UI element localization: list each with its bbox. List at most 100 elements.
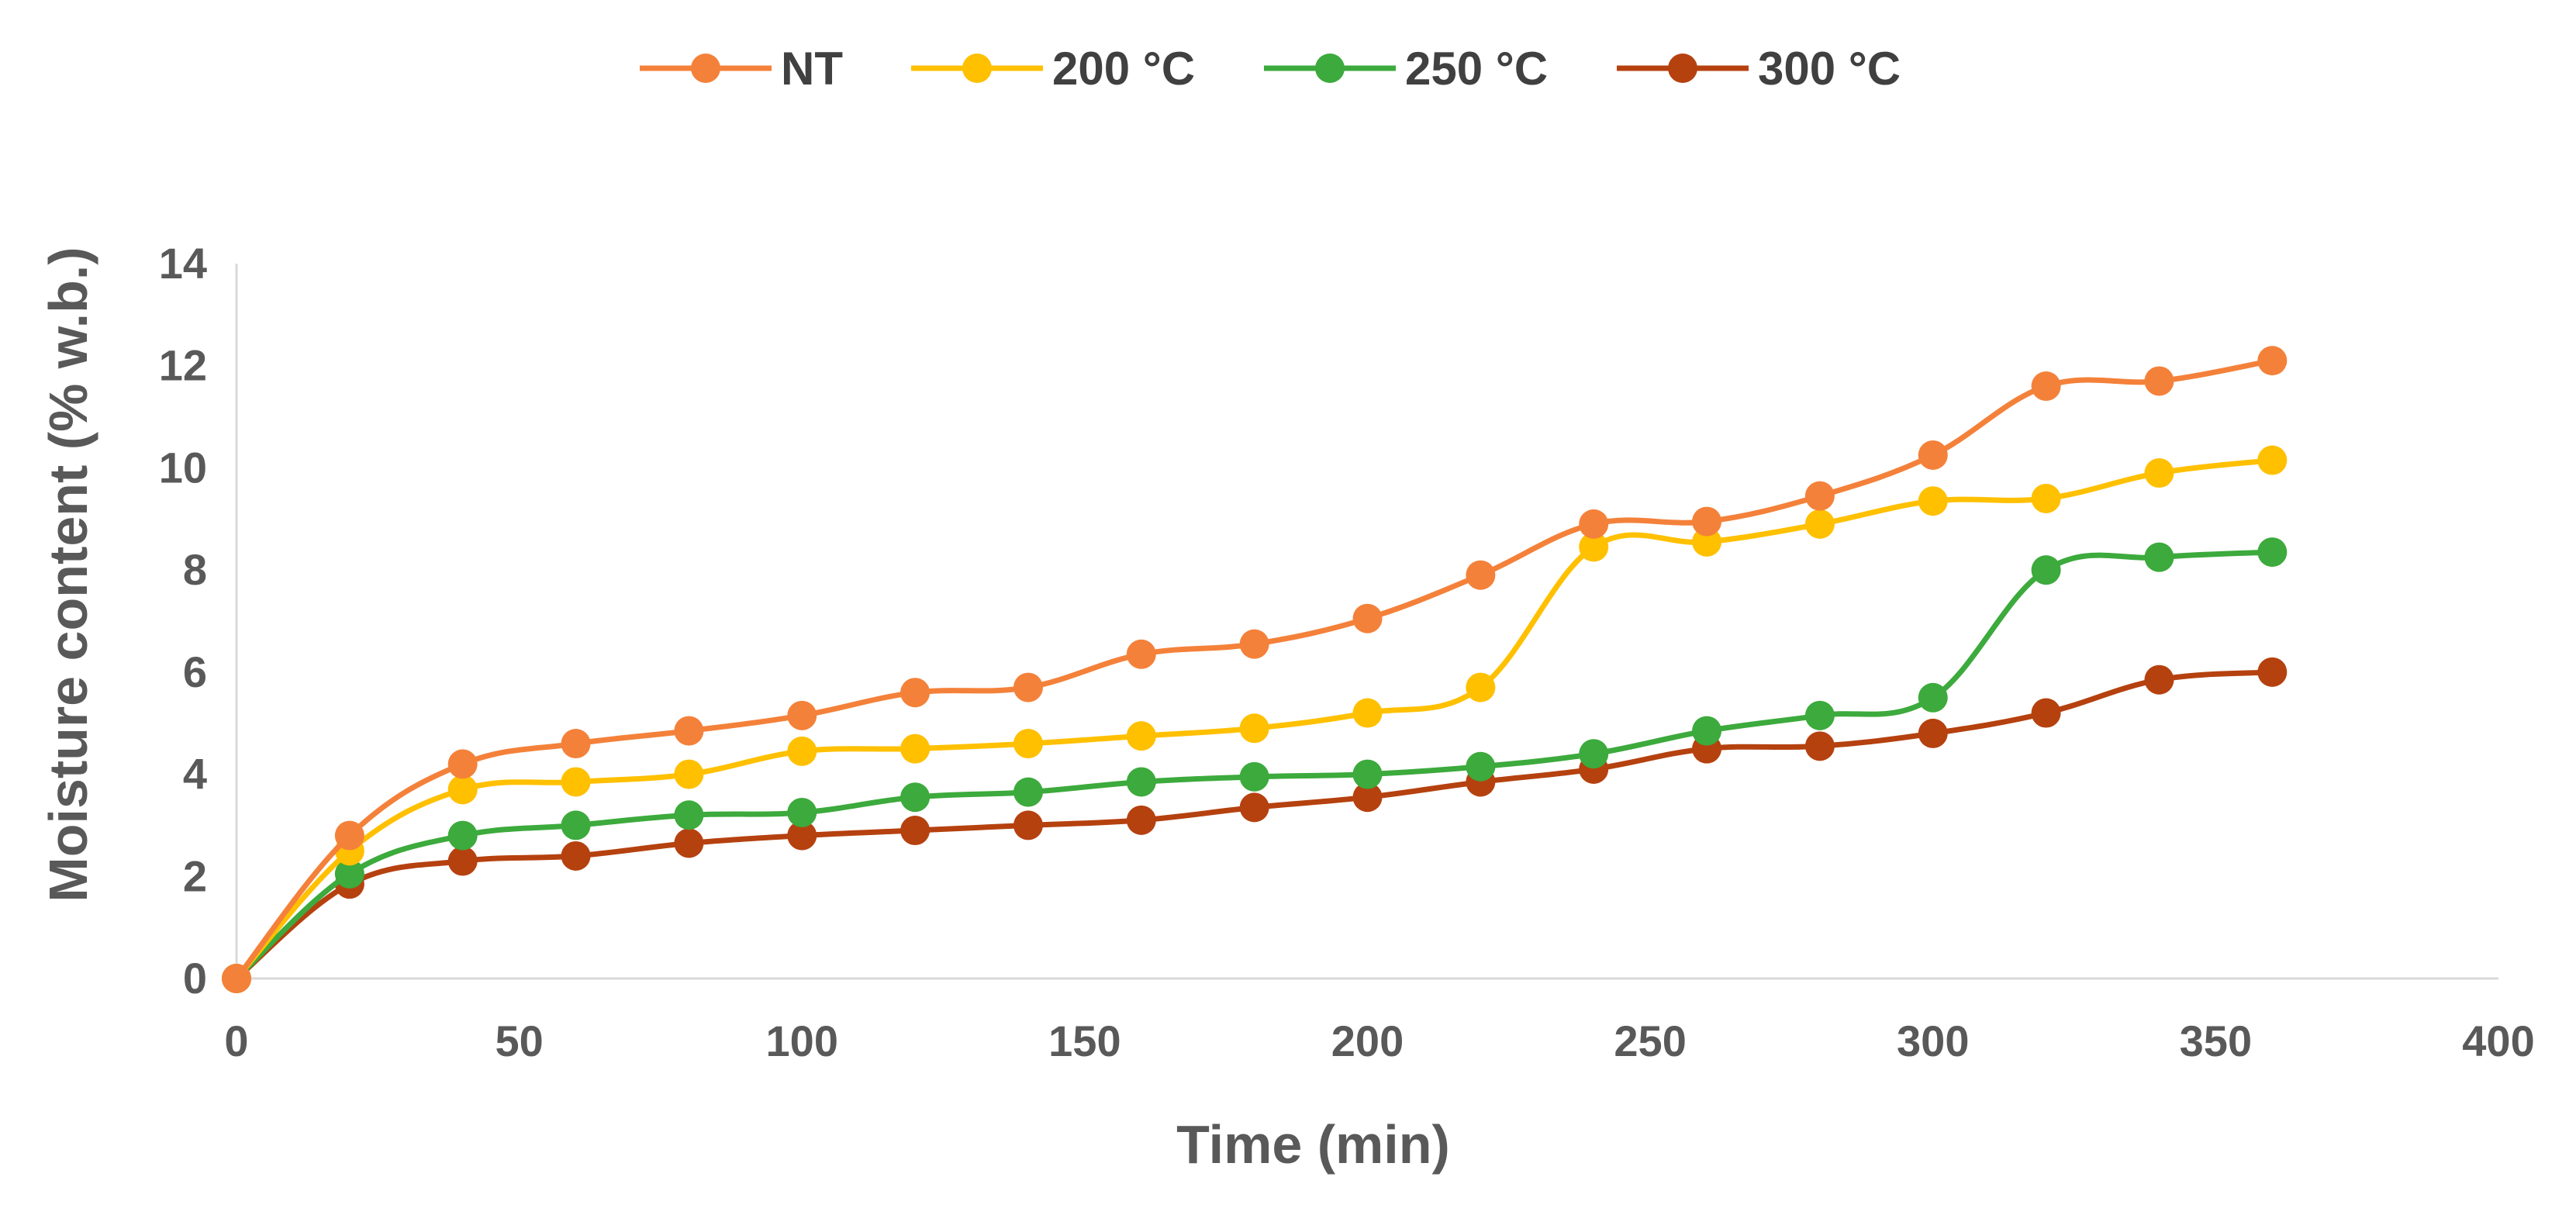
data-point-250-c — [2031, 555, 2061, 585]
data-point-300-c — [561, 840, 591, 871]
data-point-200-c — [1352, 698, 1383, 728]
data-point-nt — [447, 749, 478, 779]
data-point-200-c — [1466, 672, 1496, 702]
y-tick-label: 8 — [183, 545, 207, 594]
x-tick-label: 400 — [2462, 1016, 2534, 1065]
data-point-nt — [1692, 506, 1722, 537]
y-axis-title: Moisture content (% w.b.) — [38, 247, 98, 902]
data-point-250-c — [2144, 542, 2174, 572]
data-point-200-c — [561, 767, 591, 797]
data-point-300-c — [1126, 805, 1156, 835]
data-point-300-c — [447, 846, 478, 876]
legend-label: NT — [781, 43, 843, 95]
data-point-200-c — [2031, 483, 2061, 513]
x-tick-label: 350 — [2180, 1016, 2252, 1065]
data-point-300-c — [1352, 782, 1383, 813]
x-tick-label: 100 — [766, 1016, 838, 1065]
series-line-nt — [234, 357, 2273, 981]
data-point-200-c — [1013, 729, 1043, 759]
y-tick-label: 6 — [183, 647, 207, 696]
data-point-300-c — [2257, 657, 2288, 687]
data-point-200-c — [674, 759, 704, 789]
data-point-nt — [2031, 371, 2061, 402]
data-point-200-c — [1804, 509, 1835, 539]
data-point-200-c — [1692, 526, 1722, 557]
data-point-nt — [787, 700, 817, 730]
x-axis-title: Time (min) — [1176, 1114, 1450, 1175]
data-point-nt — [1352, 603, 1383, 633]
legend-label: 300 °C — [1758, 43, 1901, 95]
legend-marker — [1315, 53, 1345, 83]
data-point-200-c — [2144, 458, 2174, 488]
data-point-nt — [1804, 481, 1835, 511]
data-point-200-c — [447, 775, 478, 805]
x-tick-label: 300 — [1897, 1016, 1969, 1065]
x-tick-label: 150 — [1048, 1016, 1121, 1065]
data-point-nt — [1466, 560, 1496, 590]
x-tick-label: 0 — [224, 1016, 248, 1065]
data-point-200-c — [2257, 445, 2288, 475]
series-nt — [222, 346, 2288, 993]
x-tick-label: 200 — [1331, 1016, 1404, 1065]
data-point-nt — [1239, 629, 1269, 659]
data-point-250-c — [1126, 767, 1156, 797]
data-point-250-c — [787, 797, 817, 827]
data-point-200-c — [787, 736, 817, 766]
data-point-250-c — [1692, 716, 1722, 746]
data-point-nt — [2257, 346, 2288, 376]
axes: 0 2 4 6 8 10 12 14 0 50 100 150 200 250 300 350 400 — [159, 239, 2535, 1065]
x-tick-label: 50 — [495, 1016, 543, 1065]
legend-item-200-c: 200 °C — [911, 43, 1195, 95]
data-point-250-c — [900, 782, 931, 813]
data-point-300-c — [674, 828, 704, 858]
data-point-200-c — [1918, 486, 1948, 516]
data-point-nt — [1579, 509, 1609, 539]
data-point-250-c — [561, 810, 591, 840]
series-layer — [222, 346, 2288, 993]
data-point-200-c — [1579, 532, 1609, 562]
data-point-200-c — [1239, 713, 1269, 744]
x-tick-label: 250 — [1614, 1016, 1686, 1065]
data-point-300-c — [1013, 810, 1043, 840]
data-point-nt — [1013, 672, 1043, 702]
y-tick-label: 10 — [159, 443, 207, 492]
data-point-nt — [674, 716, 704, 746]
data-point-nt — [334, 820, 364, 851]
data-point-300-c — [2144, 664, 2174, 695]
data-point-200-c — [1126, 721, 1156, 751]
legend-item-nt: NT — [640, 43, 843, 95]
data-point-nt — [222, 964, 251, 993]
data-point-250-c — [1804, 700, 1835, 730]
y-tick-label: 12 — [159, 341, 207, 390]
legend-item-300-c: 300 °C — [1617, 43, 1901, 95]
data-point-250-c — [1352, 759, 1383, 789]
legend-marker — [691, 53, 720, 83]
legend-marker — [1668, 53, 1697, 83]
legend-marker — [962, 53, 992, 83]
data-point-nt — [1918, 440, 1948, 470]
data-point-nt — [1126, 639, 1156, 669]
legend-item-250-c: 250 °C — [1264, 43, 1548, 95]
series-200-c — [222, 445, 2288, 993]
data-point-300-c — [1918, 718, 1948, 748]
legend: NT 200 °C 250 °C 300 °C — [640, 43, 1901, 95]
y-tick-label: 4 — [183, 750, 207, 799]
data-point-250-c — [1918, 682, 1948, 713]
legend-label: 250 °C — [1405, 43, 1548, 95]
data-point-nt — [561, 729, 591, 759]
data-point-250-c — [334, 858, 364, 889]
data-point-250-c — [1239, 761, 1269, 792]
y-tick-label: 0 — [183, 954, 207, 1003]
data-point-250-c — [674, 800, 704, 830]
data-point-300-c — [2031, 698, 2061, 728]
data-point-250-c — [2257, 537, 2288, 568]
data-point-200-c — [900, 733, 931, 764]
data-point-300-c — [900, 816, 931, 846]
data-point-nt — [900, 678, 931, 708]
legend-label: 200 °C — [1052, 43, 1195, 95]
data-point-250-c — [1579, 739, 1609, 769]
data-point-nt — [2144, 366, 2174, 396]
y-tick-label: 14 — [159, 239, 207, 288]
data-point-300-c — [1804, 731, 1835, 761]
